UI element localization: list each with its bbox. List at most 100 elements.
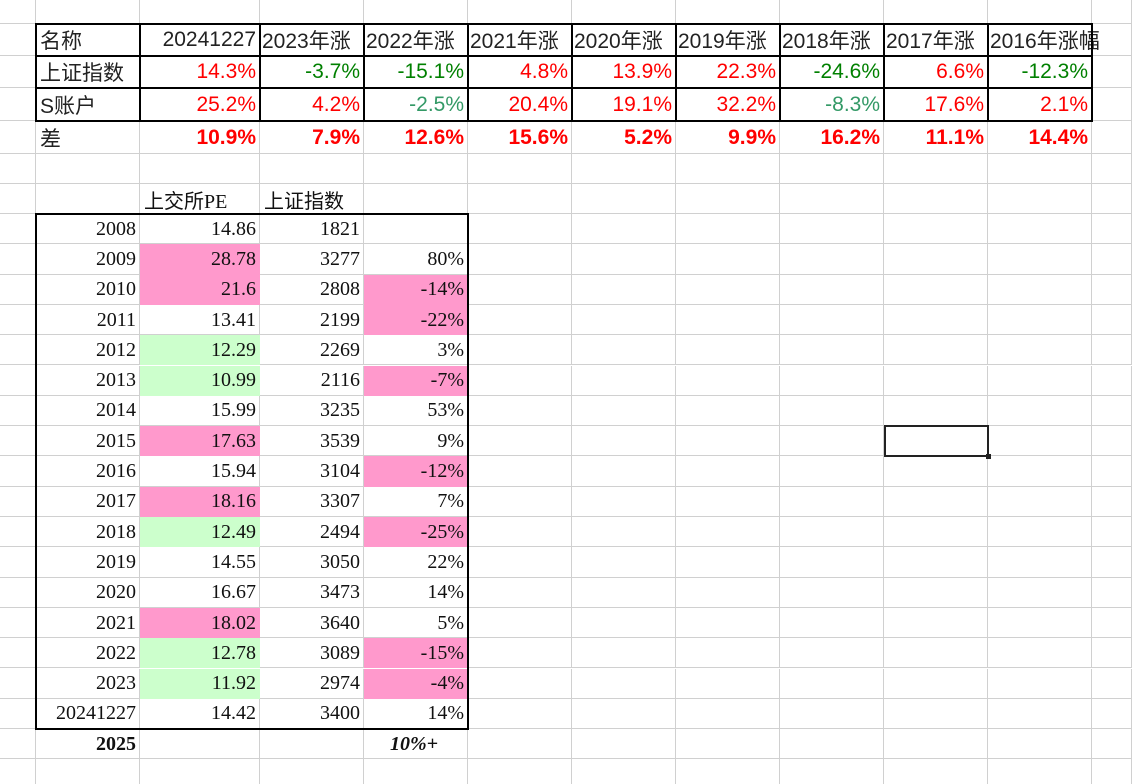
- grid-cell[interactable]: [1092, 214, 1132, 245]
- grid-cell[interactable]: [468, 154, 572, 184]
- grid-cell[interactable]: [988, 577, 1092, 608]
- grid-cell[interactable]: [988, 729, 1092, 760]
- pe-cell[interactable]: 18.02: [140, 607, 260, 639]
- grid-cell[interactable]: [676, 759, 780, 784]
- grid-cell[interactable]: [36, 638, 140, 669]
- grid-cell[interactable]: [0, 698, 36, 730]
- year-cell[interactable]: 2023: [36, 669, 140, 699]
- grid-cell[interactable]: [572, 759, 676, 784]
- pe-cell[interactable]: 12.29: [140, 335, 260, 366]
- grid-cell[interactable]: [468, 547, 572, 578]
- grid-cell[interactable]: [0, 729, 36, 760]
- grid-cell[interactable]: [884, 274, 988, 305]
- grid-cell[interactable]: [676, 121, 780, 154]
- year-cell[interactable]: 2015: [36, 426, 140, 456]
- grid-cell[interactable]: [572, 577, 676, 608]
- change-cell[interactable]: [364, 214, 468, 244]
- value-cell[interactable]: 2.1%: [988, 88, 1092, 121]
- grid-cell[interactable]: [988, 486, 1092, 517]
- grid-cell[interactable]: [468, 184, 572, 214]
- grid-cell[interactable]: [468, 759, 572, 784]
- change-cell[interactable]: 14%: [364, 699, 468, 729]
- grid-cell[interactable]: [260, 517, 364, 548]
- grid-cell[interactable]: [780, 121, 884, 154]
- grid-cell[interactable]: [884, 668, 988, 699]
- grid-cell[interactable]: [1092, 607, 1132, 639]
- grid-cell[interactable]: [0, 214, 36, 245]
- grid-cell[interactable]: [36, 486, 140, 517]
- year-cell[interactable]: 2012: [36, 335, 140, 365]
- index-cell[interactable]: 3277: [260, 244, 364, 274]
- grid-cell[interactable]: [676, 304, 780, 336]
- grid-cell[interactable]: [676, 668, 780, 699]
- grid-cell[interactable]: [572, 698, 676, 730]
- grid-cell[interactable]: [676, 335, 780, 366]
- grid-cell[interactable]: [572, 365, 676, 396]
- index-cell[interactable]: 2974: [260, 669, 364, 699]
- grid-cell[interactable]: [676, 547, 780, 578]
- change-cell[interactable]: -14%: [364, 274, 468, 305]
- grid-cell[interactable]: [780, 759, 884, 784]
- grid-cell[interactable]: [676, 395, 780, 427]
- grid-cell[interactable]: [36, 184, 140, 214]
- pe-header[interactable]: 上交所PE: [140, 184, 260, 214]
- year-cell[interactable]: 2013: [36, 366, 140, 396]
- grid-cell[interactable]: [260, 607, 364, 639]
- value-cell[interactable]: -15.1%: [364, 56, 468, 88]
- grid-cell[interactable]: [572, 426, 676, 457]
- grid-cell[interactable]: [0, 486, 36, 517]
- change-cell[interactable]: -15%: [364, 638, 468, 669]
- grid-cell[interactable]: [1092, 365, 1132, 396]
- grid-cell[interactable]: [1092, 56, 1132, 88]
- grid-cell[interactable]: [1092, 759, 1132, 784]
- header-cell[interactable]: 名称: [36, 24, 140, 56]
- index-cell[interactable]: 3400: [260, 699, 364, 729]
- index-cell[interactable]: 3104: [260, 456, 364, 486]
- change-cell[interactable]: 7%: [364, 487, 468, 517]
- grid-cell[interactable]: [364, 0, 468, 24]
- change-cell[interactable]: 5%: [364, 608, 468, 638]
- index-cell[interactable]: 3640: [260, 608, 364, 638]
- grid-cell[interactable]: [36, 214, 140, 245]
- grid-cell[interactable]: [140, 395, 260, 427]
- grid-cell[interactable]: [572, 517, 676, 548]
- grid-cell[interactable]: [780, 184, 884, 214]
- header-cell[interactable]: 2019年涨: [676, 24, 780, 56]
- value-cell[interactable]: -12.3%: [988, 56, 1092, 88]
- grid-cell[interactable]: [260, 759, 364, 784]
- grid-cell[interactable]: [780, 274, 884, 305]
- grid-cell[interactable]: [468, 335, 572, 366]
- index-cell[interactable]: 3089: [260, 638, 364, 668]
- grid-cell[interactable]: [572, 668, 676, 699]
- grid-cell[interactable]: [1092, 304, 1132, 336]
- year-cell[interactable]: 2014: [36, 396, 140, 426]
- value-cell[interactable]: 4.8%: [468, 56, 572, 88]
- value-cell[interactable]: -3.7%: [260, 56, 364, 88]
- grid-cell[interactable]: [0, 244, 36, 275]
- grid-cell[interactable]: [1092, 274, 1132, 305]
- grid-cell[interactable]: [260, 395, 364, 427]
- grid-cell[interactable]: [780, 365, 884, 396]
- grid-cell[interactable]: [884, 638, 988, 669]
- grid-cell[interactable]: [884, 154, 988, 184]
- grid-cell[interactable]: [140, 214, 260, 245]
- grid-cell[interactable]: [1092, 121, 1132, 154]
- grid-cell[interactable]: [1092, 547, 1132, 578]
- value-cell[interactable]: 12.6%: [364, 121, 468, 154]
- grid-cell[interactable]: [1092, 244, 1132, 275]
- grid-cell[interactable]: [260, 729, 364, 760]
- pe-cell[interactable]: 12.78: [140, 638, 260, 669]
- grid-cell[interactable]: [36, 456, 140, 487]
- grid-cell[interactable]: [780, 304, 884, 336]
- index-cell[interactable]: 2199: [260, 305, 364, 335]
- value-cell[interactable]: 5.2%: [572, 121, 676, 154]
- grid-cell[interactable]: [572, 121, 676, 154]
- grid-cell[interactable]: [780, 638, 884, 669]
- value-cell[interactable]: -8.3%: [780, 88, 884, 121]
- grid-cell[interactable]: [572, 244, 676, 275]
- grid-cell[interactable]: [884, 729, 988, 760]
- pe-cell[interactable]: 14.55: [140, 547, 260, 577]
- index-cell[interactable]: 2269: [260, 335, 364, 365]
- year-cell[interactable]: 2019: [36, 547, 140, 577]
- grid-cell[interactable]: [468, 486, 572, 517]
